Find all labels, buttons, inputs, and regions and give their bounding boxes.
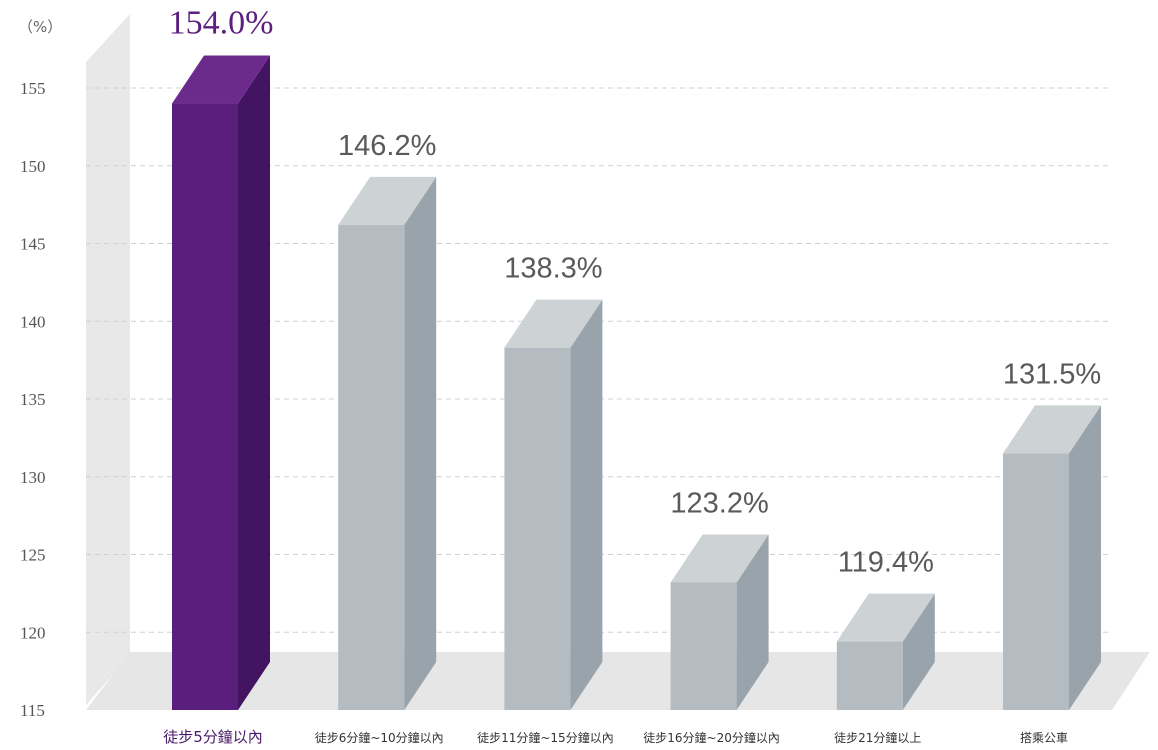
bars xyxy=(172,55,1101,711)
y-tick-label: 115 xyxy=(20,701,45,720)
bar-side xyxy=(736,534,769,710)
bar-top xyxy=(172,55,270,104)
bar-front xyxy=(172,103,238,711)
x-tick-label: 徒步6分鐘~10分鐘以內 xyxy=(315,730,444,745)
x-tick-label: 徒步21分鐘以上 xyxy=(834,730,921,745)
value-label: 138.3% xyxy=(504,253,602,285)
bar-side xyxy=(902,593,935,710)
value-label: 131.5% xyxy=(1003,358,1101,390)
x-tick-label: 徒步11分鐘~15分鐘以內 xyxy=(477,730,614,745)
bar-top xyxy=(1003,405,1101,454)
bar-top xyxy=(338,176,437,225)
value-label: 146.2% xyxy=(338,130,436,162)
x-tick-label: 徒步16分鐘~20分鐘以內 xyxy=(643,730,780,745)
bar-top xyxy=(504,299,603,348)
x-axis: 徒步5分鐘以內 徒步6分鐘~10分鐘以內 徒步11分鐘~15分鐘以內 徒步16分鐘~2… xyxy=(163,728,1068,746)
value-label: 154.0% xyxy=(169,5,274,42)
y-axis: 115 120 125 130 135 140 145 150 155 xyxy=(20,79,46,720)
back-wall xyxy=(86,14,130,705)
y-axis-unit-label: （%） xyxy=(18,18,62,36)
bar-side xyxy=(238,55,270,711)
x-tick-label: 搭乘公車 xyxy=(1020,731,1068,745)
bar-side xyxy=(570,299,603,710)
bar-top xyxy=(670,534,769,583)
y-tick-label: 130 xyxy=(20,468,46,487)
y-tick-label: 135 xyxy=(20,390,46,409)
bar xyxy=(172,55,270,711)
bar-front xyxy=(836,641,903,710)
bar-side xyxy=(404,176,437,711)
bar-side xyxy=(1069,405,1101,710)
bar xyxy=(1003,405,1101,710)
bar-front xyxy=(670,582,737,710)
y-tick-label: 145 xyxy=(20,235,46,254)
y-tick-label: 120 xyxy=(20,623,46,642)
y-tick-label: 140 xyxy=(20,312,46,331)
y-tick-label: 125 xyxy=(20,546,46,565)
x-tick-label: 徒步5分鐘以內 xyxy=(163,728,263,746)
bar-top xyxy=(836,593,935,642)
bar xyxy=(670,534,769,710)
bar xyxy=(504,299,603,710)
value-label: 119.4% xyxy=(838,547,934,579)
y-tick-label: 150 xyxy=(20,157,46,176)
value-label: 123.2% xyxy=(670,487,768,519)
bar xyxy=(338,176,437,711)
y-tick-label: 155 xyxy=(20,79,46,98)
bar-front xyxy=(338,224,405,710)
bar-front xyxy=(1003,453,1069,710)
bar xyxy=(836,593,935,710)
bar-front xyxy=(504,347,571,710)
value-labels: 154.0% 146.2% 138.3% 123.2% 119.4% 131.5% xyxy=(169,5,1102,579)
